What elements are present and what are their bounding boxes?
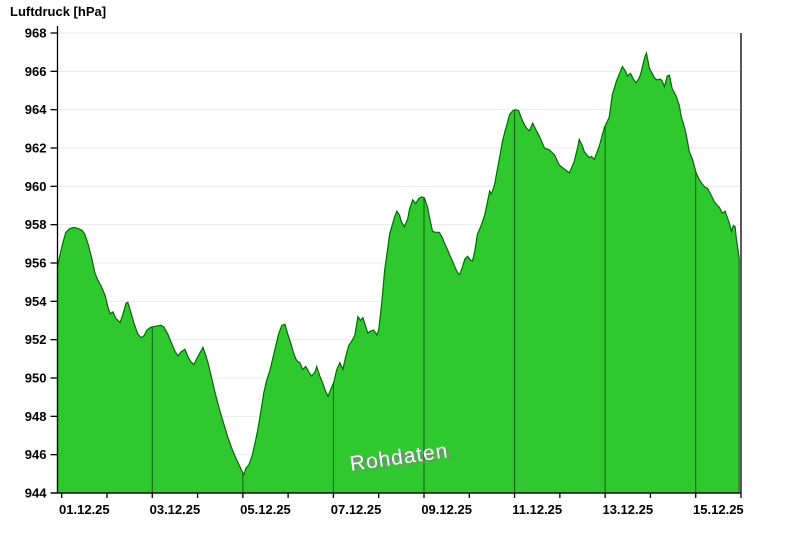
y-tick-label: 958 [25,217,47,232]
y-tick-label: 944 [25,486,47,501]
x-axis-labels: 01.12.25 03.12.25 05.12.25 07.12.25 09.12.25… [59,493,744,517]
y-tick-label: 956 [25,256,47,271]
y-tick-label: 960 [25,179,47,194]
x-tick-label: 05.12.25 [240,502,291,517]
x-tick-label: 13.12.25 [602,502,653,517]
y-tick-label: 946 [25,447,47,462]
y-tick-label: 954 [25,294,47,309]
y-tick-label: 968 [25,26,47,41]
x-tick-label: 01.12.25 [59,502,110,517]
y-tick-label: 952 [25,332,47,347]
y-tick-label: 966 [25,64,47,79]
x-tick-label: 11.12.25 [512,502,562,517]
y-tick-label: 948 [25,409,47,424]
chart-title: Luftdruck [hPa] [10,4,107,19]
pressure-area-series [56,50,740,494]
y-tick-label: 964 [25,102,47,117]
x-tick-label: 07.12.25 [331,502,382,517]
axes [50,26,742,494]
y-tick-label: 962 [25,141,47,156]
x-tick-label: 03.12.25 [150,502,201,517]
x-tick-label: 09.12.25 [421,502,472,517]
x-tick-label: 15.12.25 [693,502,744,517]
y-axis-labels: 944 946 948 950 952 954 956 958 960 962 964 966 968 [25,26,58,501]
y-tick-label: 950 [25,371,47,386]
